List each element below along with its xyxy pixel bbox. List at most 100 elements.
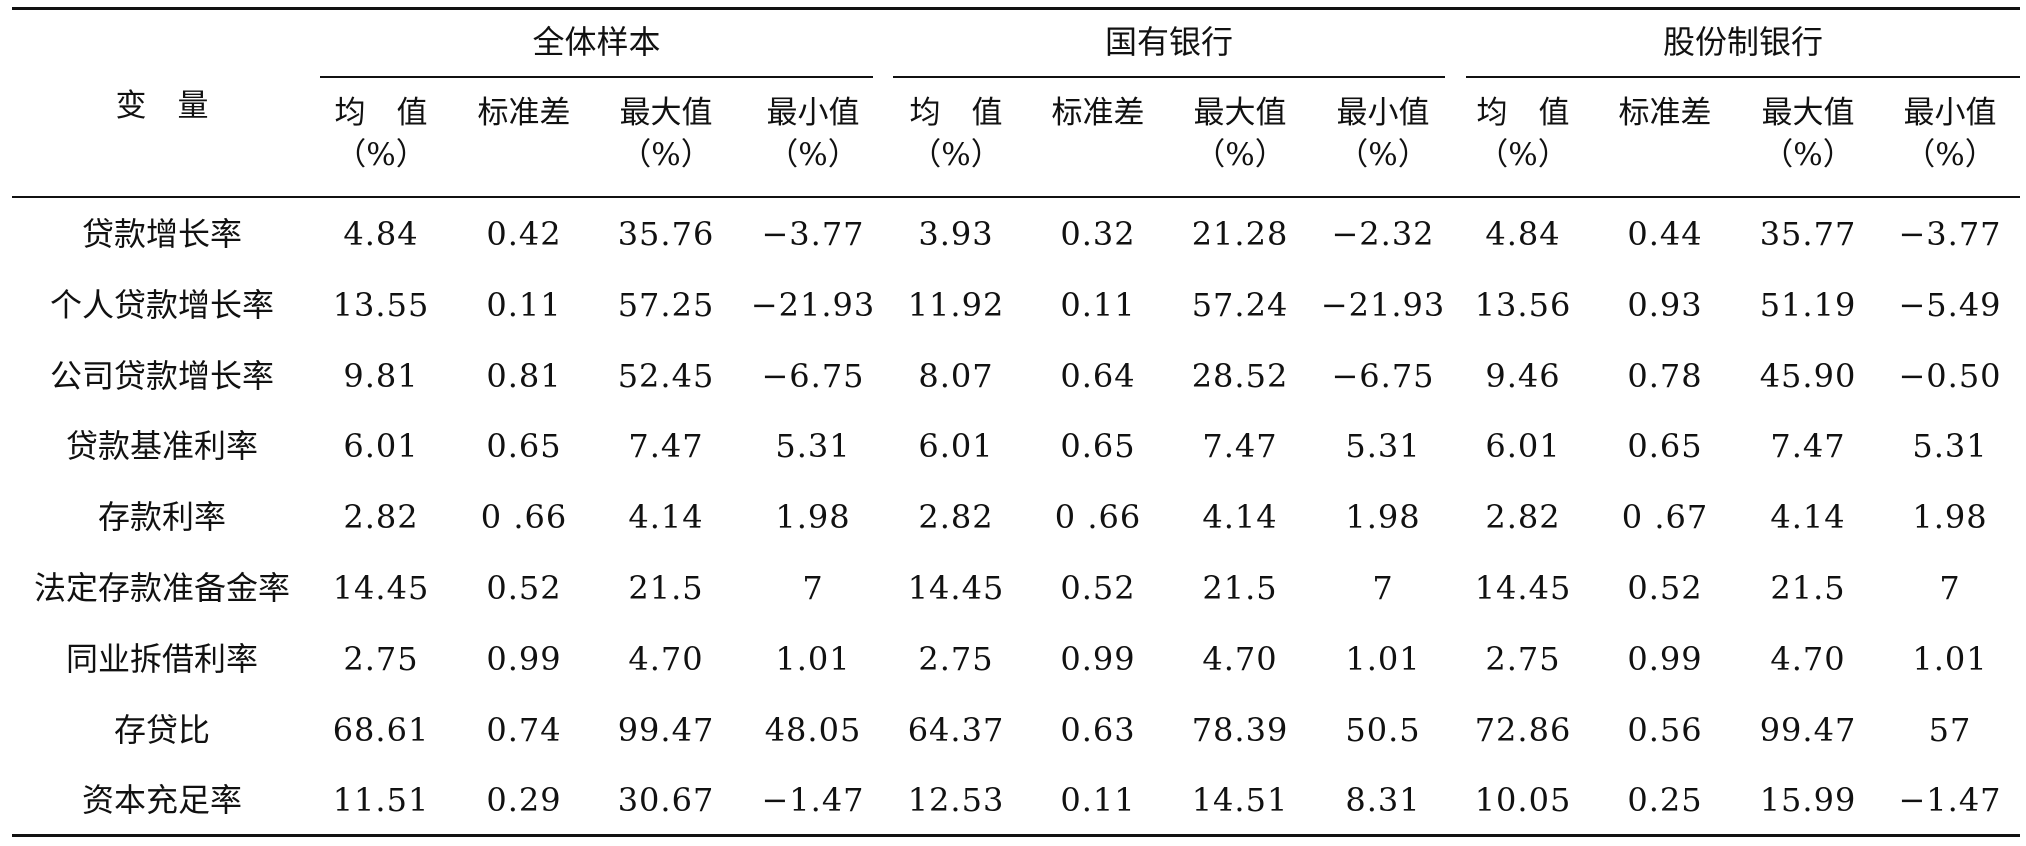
table-cell: 6.01 <box>1485 427 1561 466</box>
col-header-joint-stock-banks-max: 最大值 （%） <box>1737 92 1879 176</box>
group-rule-2 <box>893 76 1445 78</box>
col-header-line-1: 标准差 <box>1051 95 1145 131</box>
col-header-line-2: （%） <box>1194 137 1286 173</box>
table-cell: −3.77 <box>1898 215 2002 253</box>
group-rule-1 <box>320 76 873 78</box>
table-cell: 11.51 <box>332 781 430 820</box>
table-cell: 21.28 <box>1191 215 1289 253</box>
table-cell: 0.11 <box>1060 781 1136 820</box>
table-cell: −1.47 <box>1898 781 2002 820</box>
col-header-line-1: 最小值 <box>1903 95 1997 131</box>
col-header-line-1: 最小值 <box>766 95 860 131</box>
col-header-line-2: （%） <box>910 137 1002 173</box>
top-rule <box>12 7 2020 10</box>
row-label: 存款利率 <box>97 498 226 537</box>
table-cell: 7.47 <box>1202 427 1278 466</box>
col-header-line-2: （%） <box>620 137 712 173</box>
table-cell: 0.11 <box>1060 285 1136 324</box>
table-cell: 2.75 <box>1485 639 1561 678</box>
row-label: 法定存款准备金率 <box>33 569 290 607</box>
table-cell: 8.07 <box>918 356 994 395</box>
table-cell: 30.67 <box>617 781 715 820</box>
table-cell: 57 <box>1928 710 1972 749</box>
table-cell: 78.39 <box>1191 710 1289 749</box>
table-cell: 4.70 <box>628 639 704 678</box>
table-cell: 57.24 <box>1191 285 1289 324</box>
variable-header: 变 量 <box>115 88 209 124</box>
table-cell: 0.99 <box>1060 639 1136 678</box>
header-rule <box>12 196 2020 198</box>
table-cell: 1.01 <box>1912 639 1988 678</box>
table-cell: 0.29 <box>486 781 562 820</box>
col-header-state-banks-max: 最大值 （%） <box>1169 92 1311 176</box>
row-label: 公司贷款增长率 <box>49 356 274 395</box>
table-cell: 0.44 <box>1627 215 1703 253</box>
table-cell: 9.46 <box>1485 356 1561 395</box>
table-cell: 14.45 <box>332 569 430 607</box>
table-cell: 0.64 <box>1060 356 1136 395</box>
col-header-line-1: 均 值 <box>334 95 428 131</box>
table-cell: −1.47 <box>761 781 865 820</box>
col-header-line-2: （%） <box>1904 137 1996 173</box>
table-cell: 3.93 <box>918 215 994 253</box>
col-header-joint-stock-banks-std-dev: 标准差 <box>1594 92 1736 134</box>
table-cell: 2.82 <box>1485 498 1561 537</box>
table-cell: 9.81 <box>343 356 419 395</box>
table-cell: 4.70 <box>1770 639 1846 678</box>
table-cell: 4.14 <box>1202 498 1278 537</box>
group-header-joint-stock-banks: 股份制银行 <box>1662 23 1823 61</box>
group-rule-3 <box>1466 76 2020 78</box>
table-cell: 5.31 <box>775 427 851 466</box>
table-cell: 1.98 <box>1345 498 1421 537</box>
table-cell: −2.32 <box>1331 215 1435 253</box>
table-cell: 0 .66 <box>1054 498 1142 537</box>
col-header-full-sample-min: 最小值 （%） <box>742 92 884 176</box>
table-cell: 0.74 <box>486 710 562 749</box>
table-cell: 21.5 <box>628 569 704 607</box>
col-header-full-sample-mean: 均 值 （%） <box>310 92 452 176</box>
table-cell: 50.5 <box>1345 710 1421 749</box>
col-header-full-sample-std-dev: 标准差 <box>453 92 595 134</box>
table-cell: 2.75 <box>918 639 994 678</box>
row-label: 存贷比 <box>113 710 210 749</box>
table-cell: 7 <box>1372 569 1394 607</box>
table-cell: 2.75 <box>343 639 419 678</box>
table-cell: 72.86 <box>1474 710 1572 749</box>
table-cell: 57.25 <box>617 285 715 324</box>
table-cell: −0.50 <box>1898 356 2002 395</box>
table-cell: 99.47 <box>1759 710 1857 749</box>
table-cell: 35.76 <box>617 215 715 253</box>
table-cell: 0.65 <box>486 427 562 466</box>
table-cell: 14.45 <box>1474 569 1572 607</box>
table-cell: 0.99 <box>1627 639 1703 678</box>
table-cell: 2.82 <box>343 498 419 537</box>
col-header-line-2: （%） <box>767 137 859 173</box>
table-cell: 7.47 <box>628 427 704 466</box>
row-label: 资本充足率 <box>81 781 242 820</box>
col-header-line-1: 均 值 <box>1476 95 1570 131</box>
table-cell: −21.93 <box>1320 285 1446 324</box>
table-cell: 4.14 <box>628 498 704 537</box>
table-cell: 14.45 <box>907 569 1005 607</box>
table-cell: 0.11 <box>486 285 562 324</box>
table-cell: 0.42 <box>486 215 562 253</box>
table-cell: 1.01 <box>775 639 851 678</box>
table-cell: 51.19 <box>1759 285 1857 324</box>
col-header-line-2: （%） <box>335 137 427 173</box>
table-cell: 21.5 <box>1770 569 1846 607</box>
group-header-full-sample: 全体样本 <box>532 23 661 61</box>
table-cell: 8.31 <box>1345 781 1421 820</box>
table-cell: 13.56 <box>1474 285 1572 324</box>
bottom-rule <box>12 834 2020 837</box>
table-cell: 13.55 <box>332 285 430 324</box>
table-cell: −21.93 <box>750 285 876 324</box>
table-cell: 6.01 <box>343 427 419 466</box>
table-cell: 7.47 <box>1770 427 1846 466</box>
table-cell: 45.90 <box>1759 356 1857 395</box>
table-cell: 15.99 <box>1759 781 1857 820</box>
table-cell: 0.63 <box>1060 710 1136 749</box>
table-cell: 35.77 <box>1759 215 1857 253</box>
col-header-line-1: 标准差 <box>477 95 571 131</box>
row-label: 贷款基准利率 <box>65 427 258 466</box>
table-cell: 11.92 <box>907 285 1005 324</box>
